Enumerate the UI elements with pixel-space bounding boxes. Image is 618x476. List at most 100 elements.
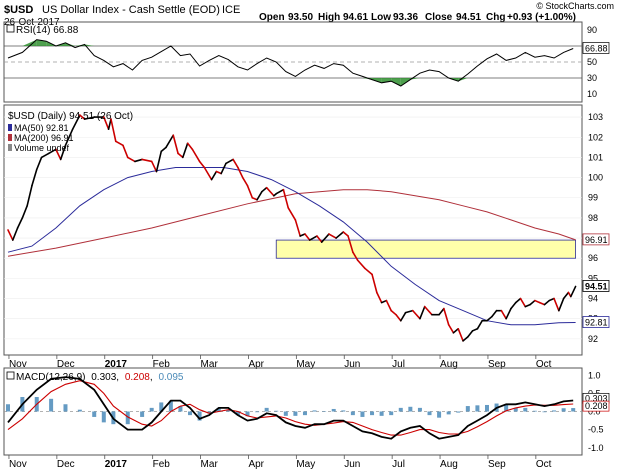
price-segment bbox=[404, 309, 414, 314]
macd-histogram-bar bbox=[149, 407, 154, 412]
x-tick-label: May bbox=[296, 459, 315, 470]
price-segment bbox=[21, 205, 28, 219]
x-tick-label: Oct bbox=[536, 359, 552, 370]
x-tick-label: Aug bbox=[440, 359, 458, 370]
price-segment bbox=[71, 114, 81, 130]
rsi-tick-label: 30 bbox=[587, 73, 597, 83]
price-plot bbox=[7, 114, 577, 342]
price-segment bbox=[203, 166, 213, 181]
macd-histogram-bar bbox=[197, 411, 202, 421]
price-segment bbox=[538, 301, 546, 306]
price-segment bbox=[150, 160, 158, 173]
price-segment bbox=[191, 148, 201, 163]
price-tick-label: 99 bbox=[588, 193, 598, 203]
macd-histogram-bar bbox=[389, 411, 394, 416]
x-tick-label: Mar bbox=[201, 459, 219, 470]
rsi-last-box bbox=[582, 42, 610, 54]
rsi-tick-label: 50 bbox=[587, 57, 597, 67]
x-tick-label: Mar bbox=[201, 359, 219, 370]
price-segment bbox=[562, 291, 570, 300]
price-segment bbox=[287, 207, 297, 221]
macd-last-badges: 0.303 0.208 bbox=[582, 392, 610, 412]
signal-last-value: 0.208 bbox=[585, 401, 608, 411]
macd-histogram-bar bbox=[408, 406, 413, 412]
ma50-last-box bbox=[582, 316, 610, 328]
macd-axis: 1.00.50.0-0.5-1.0 bbox=[588, 370, 604, 453]
price-segment bbox=[31, 168, 38, 187]
x-axis-macd: Nov Dec 2017 Feb Mar Apr May Jun Jul Aug Sep Oct bbox=[8, 455, 552, 470]
price-segment bbox=[395, 313, 402, 322]
price-segment bbox=[364, 267, 373, 276]
ma50-last-value: 92.81 bbox=[585, 318, 608, 328]
macd-histogram-bar bbox=[370, 411, 375, 416]
price-segment bbox=[419, 305, 426, 320]
macd-histogram-bar bbox=[542, 411, 547, 413]
price-segment bbox=[457, 327, 464, 342]
macd-histogram-bar bbox=[226, 409, 231, 412]
macd-histogram-bar bbox=[77, 409, 82, 412]
close-last-value: 94.51 bbox=[585, 281, 608, 291]
price-segment bbox=[16, 217, 24, 229]
price-segment bbox=[220, 162, 227, 175]
price-segment bbox=[553, 297, 560, 312]
price-segment bbox=[299, 233, 306, 237]
price-tick-label: 92 bbox=[588, 334, 598, 344]
price-segment bbox=[160, 146, 167, 153]
price-segment bbox=[251, 196, 258, 201]
rsi-grid bbox=[4, 45, 582, 79]
ma200-last-value: 96.91 bbox=[585, 235, 608, 245]
price-tick-label: 98 bbox=[588, 213, 598, 223]
price-segment bbox=[328, 233, 337, 239]
price-segment bbox=[261, 186, 268, 193]
macd-legend-macd-value: 0.303 bbox=[91, 372, 116, 383]
ma200-legend-text: MA(200) 96.91 bbox=[14, 133, 74, 143]
copyright-label: © StockCharts.com bbox=[536, 1, 614, 11]
x-tick-label: Nov bbox=[9, 359, 27, 370]
price-segment bbox=[198, 160, 206, 169]
x-tick-label: Sep bbox=[488, 359, 506, 370]
macd-histogram-bar bbox=[341, 410, 346, 412]
x-tick-label: Sep bbox=[488, 459, 506, 470]
rsi-last-value: 66.88 bbox=[585, 43, 608, 53]
macd-histogram-bar bbox=[417, 407, 422, 412]
ma50-legend-swatch bbox=[8, 124, 12, 131]
price-segment bbox=[438, 307, 445, 316]
macd-tick-label: 0.0 bbox=[588, 407, 601, 417]
macd-histogram-bar bbox=[168, 400, 173, 412]
rsi-last-badge: 66.88 bbox=[582, 42, 610, 54]
macd-histogram-bar bbox=[532, 410, 537, 412]
macd-histogram-bar bbox=[293, 411, 298, 416]
price-segment bbox=[241, 176, 249, 187]
close-label: Close bbox=[425, 12, 453, 23]
x-axis-price: Nov Dec 2017 Feb Mar Apr May Jun Jul Aug Sep Oct bbox=[8, 355, 552, 370]
macd-legend-prefix: MACD(12,26,9) bbox=[16, 372, 85, 383]
price-segment bbox=[40, 152, 50, 159]
price-segment bbox=[500, 309, 507, 320]
price-segment bbox=[246, 184, 254, 199]
price-segment bbox=[548, 297, 555, 302]
macd-histogram-bar bbox=[125, 411, 130, 425]
price-segment bbox=[486, 315, 493, 322]
macd-histogram-bar bbox=[245, 411, 250, 417]
macd-histogram-bar bbox=[283, 411, 288, 416]
price-segment bbox=[543, 299, 551, 306]
rsi-legend-text: RSI(14) 66.88 bbox=[16, 25, 79, 36]
macd-histogram-bar bbox=[398, 407, 403, 412]
x-tick-label: Apr bbox=[248, 459, 264, 470]
price-segment bbox=[232, 158, 239, 169]
macd-histogram-bar bbox=[101, 411, 106, 423]
rsi-oversold-fill bbox=[381, 78, 392, 83]
price-segment bbox=[570, 285, 577, 298]
price-tick-label: 102 bbox=[588, 132, 603, 142]
price-segment bbox=[155, 150, 163, 173]
price-segment bbox=[510, 301, 517, 310]
rsi-oversold-fill bbox=[391, 78, 401, 86]
price-segment bbox=[443, 307, 450, 326]
low-value: 93.36 bbox=[393, 12, 418, 23]
x-tick-label: Aug bbox=[440, 459, 458, 470]
rsi-overbought-fill bbox=[84, 44, 95, 46]
volume-legend-text: Volume undef bbox=[14, 143, 70, 153]
price-segment bbox=[467, 330, 474, 338]
macd-histogram-bar bbox=[92, 411, 97, 417]
price-segment bbox=[376, 291, 383, 304]
